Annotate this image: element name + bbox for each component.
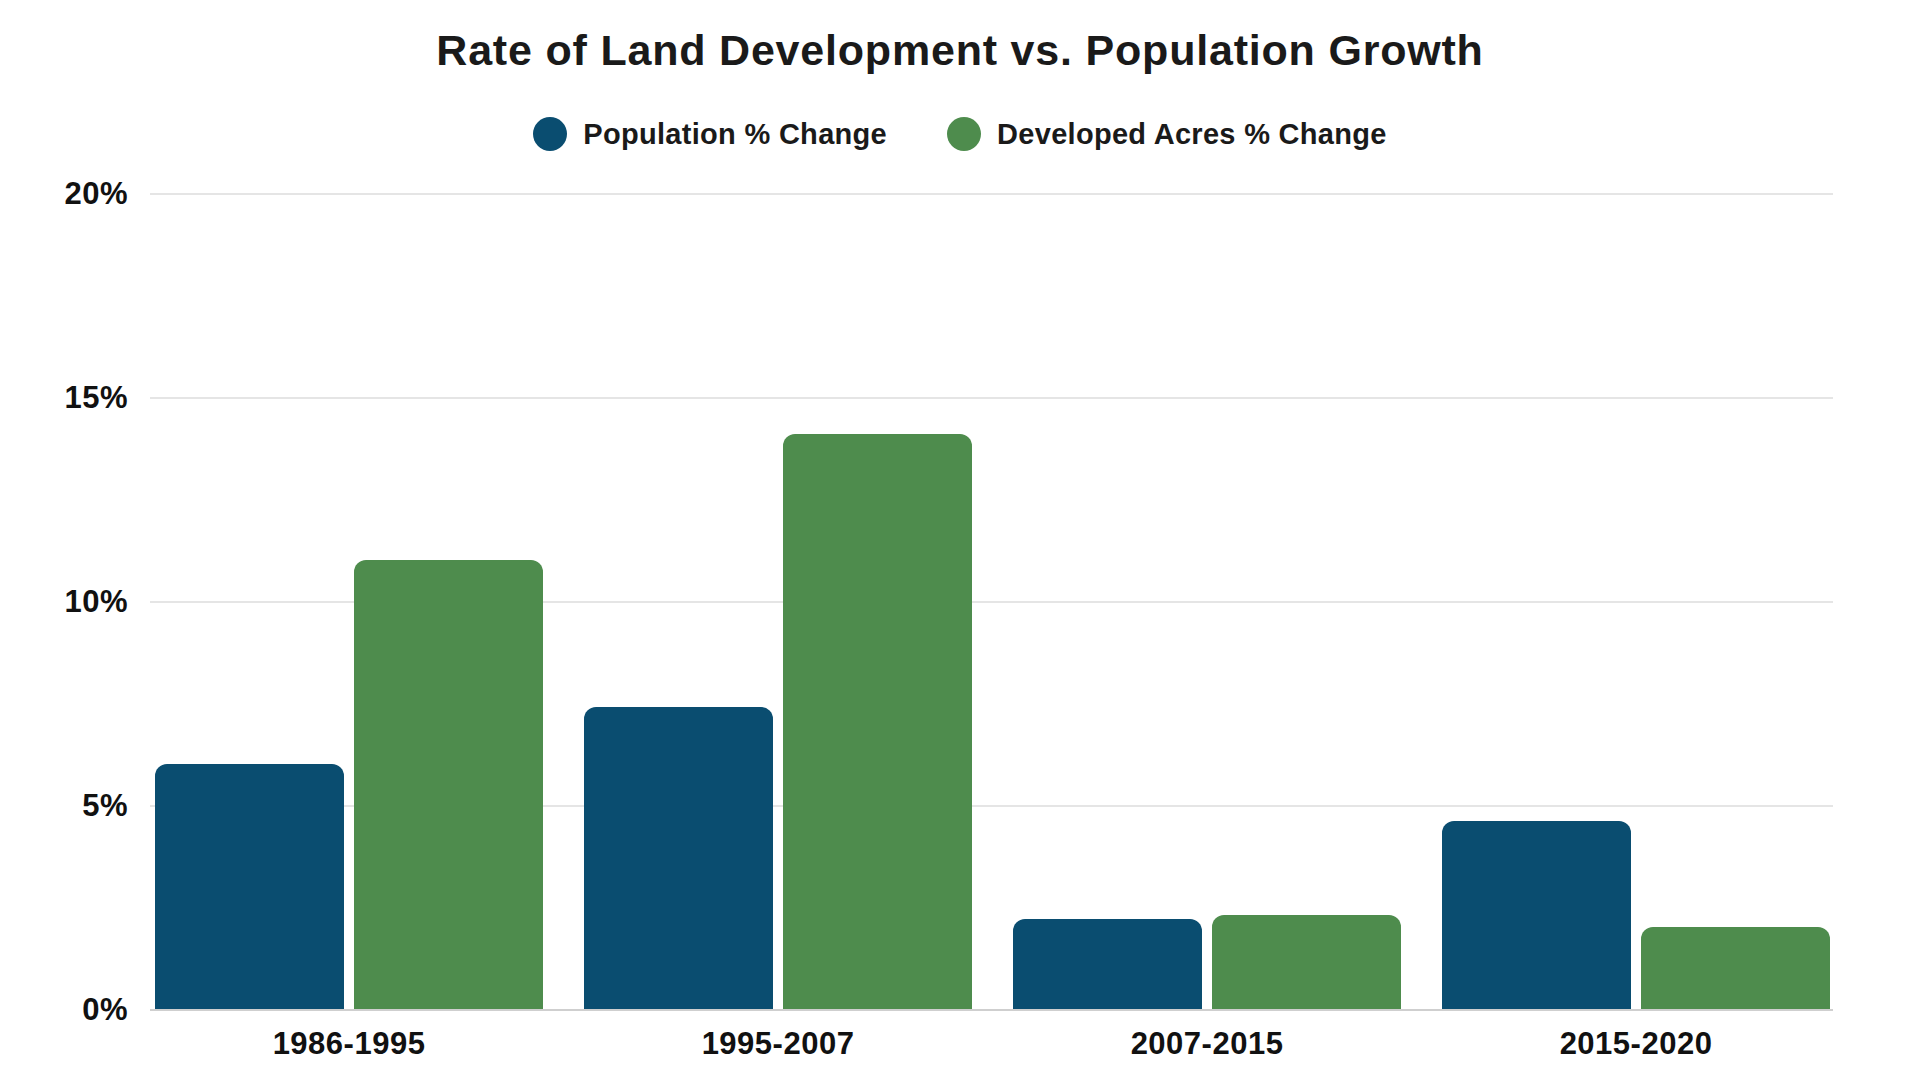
bar-developed-acres-change-2007-2015 <box>1212 915 1401 1009</box>
x-axis-label-1995-2007: 1995-2007 <box>584 1026 972 1062</box>
legend-item-population: Population % Change <box>533 117 887 151</box>
x-axis-label-1986-1995: 1986-1995 <box>155 1026 543 1062</box>
y-axis-tick-label-5: 5% <box>0 788 128 824</box>
bar-population-change-2015-2020 <box>1442 821 1631 1009</box>
y-axis-tick-label-10: 10% <box>0 584 128 620</box>
bar-group-2007-2015 <box>1013 915 1401 1009</box>
y-axis-tick-label-0: 0% <box>0 992 128 1028</box>
x-axis-label-2015-2020: 2015-2020 <box>1442 1026 1830 1062</box>
legend-label-population: Population % Change <box>583 118 887 151</box>
chart-legend: Population % Change Developed Acres % Ch… <box>0 117 1920 151</box>
x-axis-label-2007-2015: 2007-2015 <box>1013 1026 1401 1062</box>
legend-marker-developed-acres-icon <box>947 117 981 151</box>
legend-item-developed-acres: Developed Acres % Change <box>947 117 1387 151</box>
y-axis-tick-label-20: 20% <box>0 176 128 212</box>
legend-label-developed-acres: Developed Acres % Change <box>997 118 1387 151</box>
bar-population-change-1986-1995 <box>155 764 344 1009</box>
y-axis-tick-label-15: 15% <box>0 380 128 416</box>
plot-area: 20%15%10%5%0%1986-19951995-20072007-2015… <box>150 193 1833 1009</box>
bars-row <box>150 193 1833 1009</box>
bar-group-1986-1995 <box>155 560 543 1009</box>
chart-title: Rate of Land Development vs. Population … <box>0 26 1920 75</box>
legend-marker-population-icon <box>533 117 567 151</box>
x-axis-labels-row: 1986-1995 1995-2007 2007-2015 2015-2020 <box>150 1026 1833 1062</box>
bar-population-change-2007-2015 <box>1013 919 1202 1009</box>
gridline-0 <box>150 1009 1833 1011</box>
bar-developed-acres-change-1986-1995 <box>354 560 543 1009</box>
bar-group-1995-2007 <box>584 434 972 1009</box>
bar-population-change-1995-2007 <box>584 707 773 1009</box>
bar-developed-acres-change-2015-2020 <box>1641 927 1830 1009</box>
chart-canvas: Rate of Land Development vs. Population … <box>0 0 1920 1080</box>
bar-developed-acres-change-1995-2007 <box>783 434 972 1009</box>
bar-group-2015-2020 <box>1442 821 1830 1009</box>
